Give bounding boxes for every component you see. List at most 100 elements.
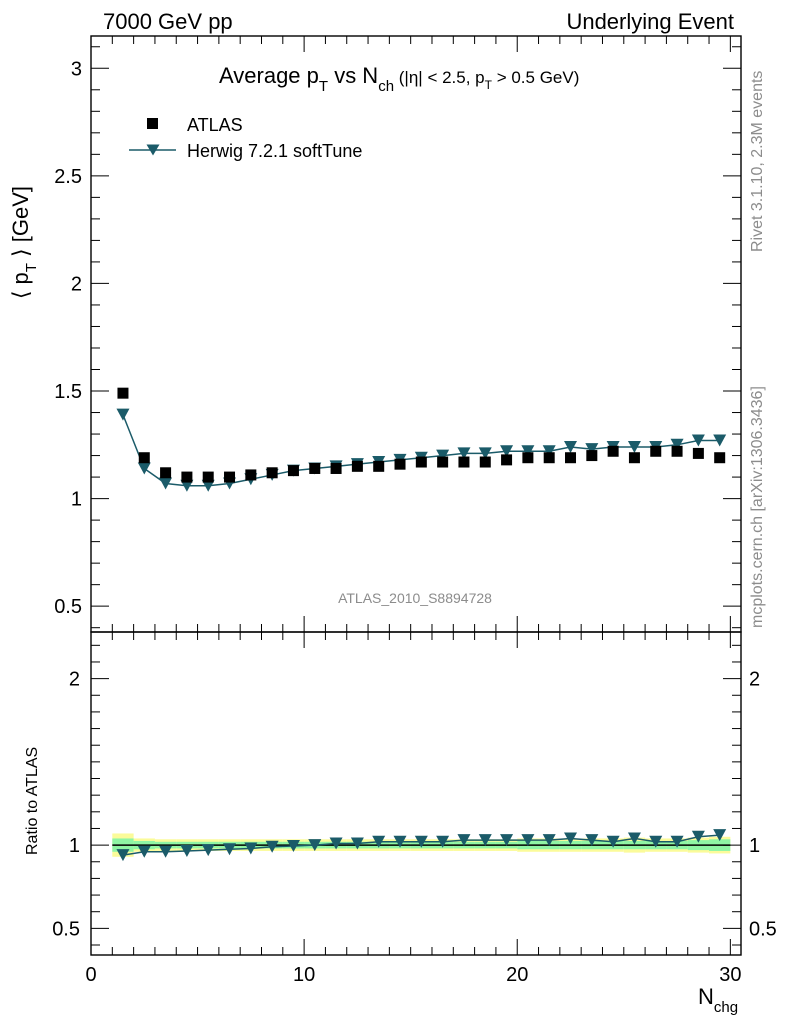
title-main: Average p xyxy=(219,63,319,88)
atlas-point xyxy=(117,387,129,399)
herwig-ratio-point xyxy=(286,839,300,852)
herwig-point xyxy=(564,440,578,453)
atlas-point xyxy=(245,469,257,481)
ratio-series-layer xyxy=(116,829,727,862)
herwig-ratio-point xyxy=(393,835,407,848)
herwig-point xyxy=(436,449,450,462)
herwig-ratio-point xyxy=(180,844,194,857)
ratio-y-tick-label-right: 0.5 xyxy=(749,918,777,940)
herwig-point xyxy=(627,440,641,453)
herwig-point xyxy=(500,445,514,458)
herwig-point xyxy=(457,447,471,460)
ratio-y-tick-label-right: 1 xyxy=(749,835,760,857)
atlas-point xyxy=(522,452,534,464)
title-sub3: T xyxy=(485,78,493,92)
herwig-ratio-point xyxy=(606,835,620,848)
atlas-point xyxy=(714,452,726,464)
herwig-ratio-point xyxy=(670,835,684,848)
herwig-ratio-point xyxy=(649,835,663,848)
herwig-ratio-point xyxy=(372,835,386,848)
main-series-layer xyxy=(116,387,727,492)
title-cond-b: > 0.5 GeV) xyxy=(492,68,579,87)
x-tick-label: 10 xyxy=(293,964,315,986)
atlas-point xyxy=(650,445,662,457)
atlas-point xyxy=(628,452,640,464)
y-tick-label: 2.5 xyxy=(54,166,82,188)
ratio-y-tick-label: 2 xyxy=(69,669,80,691)
header-left: 7000 GeV pp xyxy=(103,9,233,34)
atlas-point xyxy=(224,471,236,483)
herwig-point xyxy=(542,445,556,458)
atlas-point xyxy=(138,452,150,464)
atlas-point xyxy=(565,452,577,464)
herwig-ratio-point xyxy=(691,830,705,843)
herwig-ratio-point xyxy=(350,837,364,850)
herwig-ratio-point xyxy=(159,845,173,858)
atlas-point xyxy=(501,454,513,466)
atlas-point xyxy=(479,456,491,468)
ratio-y-axis-label: Ratio to ATLAS xyxy=(24,747,41,855)
herwig-ratio-point xyxy=(500,834,514,847)
herwig-ratio-point xyxy=(564,832,578,845)
herwig-point xyxy=(159,477,173,490)
herwig-ratio-point xyxy=(223,843,237,856)
herwig-ratio-point xyxy=(478,834,492,847)
herwig-ratio-point xyxy=(521,834,535,847)
title-sub2: ch xyxy=(378,78,394,95)
ratio-y-tick-label: 0.5 xyxy=(52,918,80,940)
atlas-point xyxy=(287,465,299,477)
herwig-ratio-point xyxy=(201,844,215,857)
atlas-point xyxy=(458,456,470,468)
herwig-ratio-point xyxy=(414,835,428,848)
y-tick-label: 3 xyxy=(71,58,82,80)
y-tick-label: 2 xyxy=(71,273,82,295)
y-tick-label: 1.5 xyxy=(54,381,82,403)
main-title: Average pT vs Nch (|η| < 2.5, pT > 0.5 G… xyxy=(219,63,579,95)
legend: ATLAS Herwig 7.2.1 softTune xyxy=(129,115,362,161)
rivet-version-label: Rivet 3.1.10, 2.3M events xyxy=(749,71,766,252)
title-sub1: T xyxy=(319,78,328,95)
atlas-point xyxy=(394,458,406,470)
herwig-ratio-point xyxy=(585,834,599,847)
atlas-point xyxy=(607,445,619,457)
xlabel-sub: chg xyxy=(714,999,738,1016)
herwig-point xyxy=(478,447,492,460)
atlas-point xyxy=(309,462,321,474)
mcplots-label: mcplots.cern.ch [arXiv:1306.3436] xyxy=(749,386,766,628)
herwig-ratio-point xyxy=(457,834,471,847)
ylabel-open: ⟨ p xyxy=(8,272,33,299)
main-axis-ticks: 0.5 1 1.5 2 2.5 3 xyxy=(54,36,741,632)
ylabel-sub: T xyxy=(23,263,40,272)
atlas-point xyxy=(373,460,385,472)
atlas-point xyxy=(415,456,427,468)
xlabel-main: N xyxy=(698,984,714,1009)
herwig-point xyxy=(585,443,599,456)
atlas-point xyxy=(586,450,598,462)
x-tick-label: 0 xyxy=(85,964,96,986)
x-axis-label: Nchg xyxy=(698,984,738,1016)
header-right: Underlying Event xyxy=(566,9,734,34)
herwig-ratio-point xyxy=(713,829,727,842)
herwig-ratio-point xyxy=(627,832,641,845)
herwig-ratio-point xyxy=(244,842,258,855)
ratio-y-tick-label: 1 xyxy=(69,835,80,857)
herwig-point xyxy=(116,408,130,421)
herwig-point xyxy=(713,434,727,447)
analysis-watermark: ATLAS_2010_S8894728 xyxy=(338,590,492,606)
atlas-point xyxy=(351,460,363,472)
ratio-plot-frame xyxy=(90,631,742,956)
title-cond-a: (|η| < 2.5, p xyxy=(394,68,485,87)
herwig-point xyxy=(201,479,215,492)
main-y-axis-label: ⟨ pT ⟩ [GeV] xyxy=(8,186,40,299)
ylabel-close: ⟩ [GeV] xyxy=(8,186,33,263)
atlas-point xyxy=(202,471,214,483)
herwig-point xyxy=(691,434,705,447)
herwig-ratio-point xyxy=(265,840,279,853)
ratio-axis-ticks: 0 10 20 30 0.5 0.5 1 1 2 2 xyxy=(52,632,777,986)
herwig-point xyxy=(137,462,151,475)
atlas-point xyxy=(266,467,278,479)
legend-marker-atlas xyxy=(147,118,158,129)
herwig-ratio-point xyxy=(116,849,130,862)
y-tick-label: 0.5 xyxy=(54,596,82,618)
